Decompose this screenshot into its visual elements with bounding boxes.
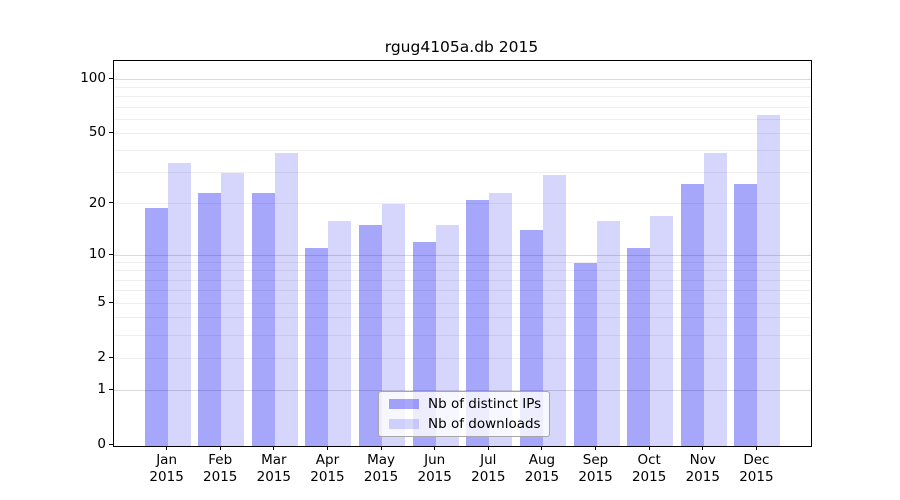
x-tick-jan: [166, 446, 168, 450]
y-tick-label-10: 10: [88, 246, 106, 263]
y-tick-20: [109, 202, 113, 204]
bar-dec-downloads: [757, 115, 781, 446]
gridline-minor-7: [114, 279, 811, 281]
y-tick-0: [109, 443, 113, 445]
legend-item-downloads: Nb of downloads: [379, 416, 549, 433]
x-tick-may: [380, 446, 382, 450]
gridline-minor-40: [114, 150, 811, 152]
y-tick-2: [109, 356, 113, 358]
y-tick-label-0: 0: [97, 436, 106, 453]
bar-sep-distinct-ips: [573, 262, 597, 446]
x-tick-label-jun: Jun 2015: [417, 452, 452, 485]
x-tick-aug: [541, 446, 543, 450]
x-tick-nov: [702, 446, 704, 450]
legend-item-distinct-ips: Nb of distinct IPs: [379, 396, 549, 413]
bar-jul-downloads: [489, 193, 513, 446]
bar-apr-downloads: [328, 220, 352, 446]
legend-swatch-downloads: [389, 419, 419, 429]
gridline-minor-60: [114, 118, 811, 120]
bar-apr-distinct-ips: [305, 248, 329, 446]
bar-jan-downloads: [167, 163, 191, 446]
bar-sep-downloads: [596, 220, 620, 446]
y-tick-5: [109, 301, 113, 303]
gridline-minor-5: [114, 302, 811, 304]
gridline-minor-90: [114, 86, 811, 88]
bar-jul-distinct-ips: [466, 200, 490, 446]
gridline-minor-8: [114, 270, 811, 272]
y-tick-1: [109, 388, 113, 390]
gridline-major-1: [114, 389, 811, 391]
legend-swatch-distinct-ips: [389, 399, 419, 409]
y-tick-label-5: 5: [97, 294, 106, 311]
x-tick-apr: [326, 446, 328, 450]
bar-nov-downloads: [703, 152, 727, 446]
x-tick-label-oct: Oct 2015: [631, 452, 667, 485]
bar-may-distinct-ips: [359, 225, 383, 446]
legend: Nb of distinct IPs Nb of downloads: [378, 391, 550, 437]
gridline-major-10: [114, 254, 811, 256]
gridline-minor-20: [114, 203, 811, 205]
bar-feb-downloads: [221, 172, 245, 446]
x-tick-label-aug: Aug 2015: [524, 452, 560, 485]
plot-area: [113, 60, 812, 447]
x-tick-feb: [219, 446, 221, 450]
gridline-minor-70: [114, 106, 811, 108]
bar-mar-downloads: [274, 152, 298, 446]
y-tick-10: [109, 253, 113, 255]
x-tick-mar: [273, 446, 275, 450]
bar-nov-distinct-ips: [680, 183, 704, 446]
gridline-minor-80: [114, 96, 811, 98]
y-tick-100: [109, 77, 113, 79]
gridline-minor-9: [114, 262, 811, 264]
bar-feb-distinct-ips: [198, 193, 222, 446]
bar-aug-downloads: [542, 175, 566, 446]
x-tick-dec: [755, 446, 757, 450]
x-tick-label-dec: Dec 2015: [739, 452, 774, 485]
y-tick-label-2: 2: [97, 349, 106, 366]
x-tick-oct: [648, 446, 650, 450]
bar-dec-distinct-ips: [734, 183, 758, 446]
bar-oct-distinct-ips: [627, 248, 651, 446]
gridline-major-100: [114, 78, 811, 80]
gridline-minor-2: [114, 357, 811, 359]
chart-title: rgug4105a.db 2015: [384, 38, 539, 56]
x-tick-label-apr: Apr 2015: [310, 452, 345, 485]
bar-jun-downloads: [435, 225, 459, 446]
gridline-minor-50: [114, 132, 811, 134]
x-tick-sep: [595, 446, 597, 450]
gridline-minor-4: [114, 317, 811, 319]
gridline-minor-6: [114, 290, 811, 292]
x-tick-label-jul: Jul 2015: [471, 452, 506, 485]
gridline-minor-30: [114, 172, 811, 174]
bar-jan-distinct-ips: [144, 207, 168, 446]
gridline-minor-3: [114, 334, 811, 336]
x-tick-label-jan: Jan 2015: [149, 452, 184, 485]
x-tick-label-feb: Feb 2015: [203, 452, 238, 485]
bar-oct-downloads: [650, 216, 674, 446]
y-tick-label-50: 50: [88, 124, 106, 141]
x-tick-jun: [434, 446, 436, 450]
y-tick-50: [109, 131, 113, 133]
x-tick-label-sep: Sep 2015: [578, 452, 613, 485]
x-tick-label-nov: Nov 2015: [685, 452, 720, 485]
x-tick-label-mar: Mar 2015: [256, 452, 292, 485]
legend-label-distinct-ips: Nb of distinct IPs: [428, 396, 542, 412]
x-tick-label-may: May 2015: [363, 452, 399, 485]
y-tick-label-1: 1: [97, 381, 106, 398]
y-tick-label-100: 100: [80, 70, 106, 87]
y-tick-label-20: 20: [88, 194, 106, 211]
legend-label-downloads: Nb of downloads: [428, 416, 541, 432]
bar-may-downloads: [382, 203, 406, 446]
bar-mar-distinct-ips: [251, 193, 275, 446]
x-tick-jul: [487, 446, 489, 450]
